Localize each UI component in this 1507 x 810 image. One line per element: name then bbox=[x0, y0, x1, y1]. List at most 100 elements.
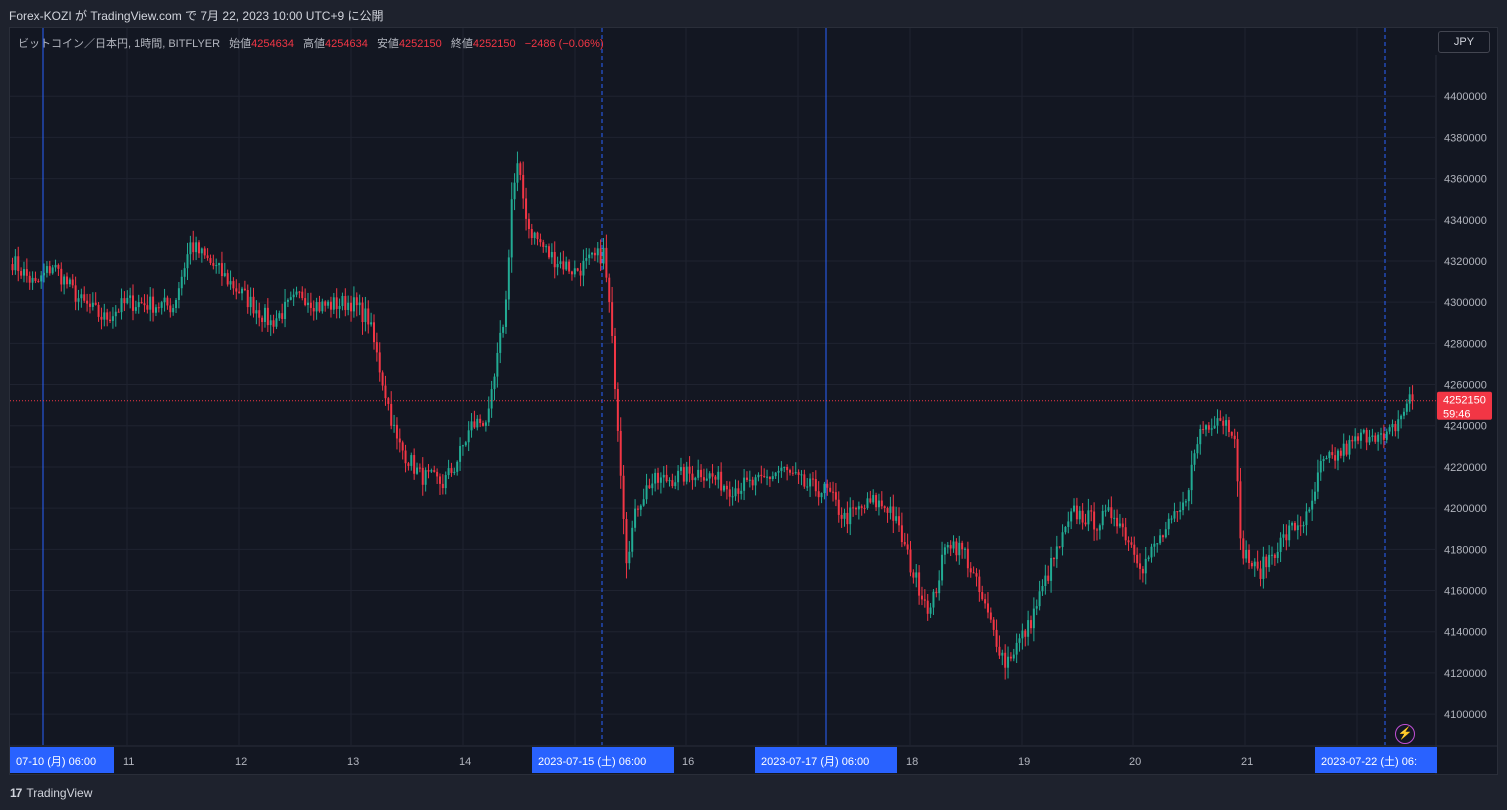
candle-body bbox=[1116, 517, 1119, 527]
candle-body bbox=[361, 302, 364, 323]
candle-body bbox=[332, 297, 335, 310]
candle-body bbox=[1239, 481, 1242, 539]
currency-button[interactable]: JPY bbox=[1438, 31, 1490, 53]
candle-body bbox=[642, 499, 645, 506]
candle-body bbox=[152, 296, 155, 313]
candle-body bbox=[559, 261, 562, 265]
candle-body bbox=[146, 305, 149, 310]
candle-body bbox=[1388, 427, 1391, 432]
candle-body bbox=[31, 277, 34, 283]
candle-body bbox=[527, 218, 530, 230]
candle-body bbox=[324, 301, 327, 306]
candle-body bbox=[341, 295, 344, 306]
candle-body bbox=[11, 264, 14, 271]
candle-body bbox=[51, 267, 54, 274]
candle-body bbox=[1121, 523, 1124, 528]
candle-body bbox=[1095, 529, 1098, 531]
publish-header: Forex-KOZI が TradingView.com で 7月 22, 20… bbox=[0, 0, 1507, 27]
candle-body bbox=[682, 467, 685, 482]
candle-body bbox=[232, 281, 235, 289]
candle-body bbox=[545, 246, 548, 248]
candle-body bbox=[817, 491, 820, 498]
candle-body bbox=[284, 301, 287, 319]
candle-body bbox=[636, 508, 639, 510]
candle-body bbox=[372, 322, 375, 343]
candle-body bbox=[1248, 549, 1251, 563]
candle-body bbox=[1173, 511, 1176, 519]
candle-body bbox=[516, 163, 519, 183]
candle-body bbox=[427, 470, 430, 472]
candle-body bbox=[679, 467, 682, 471]
candle-body bbox=[395, 424, 398, 439]
candle-body bbox=[1328, 452, 1331, 458]
candle-body bbox=[811, 478, 814, 480]
candle-body bbox=[479, 418, 482, 424]
time-tick-label: 12 bbox=[235, 756, 247, 768]
candle-body bbox=[1374, 435, 1377, 442]
candle-body bbox=[100, 316, 103, 320]
tradingview-logo[interactable]: 17 TradingView bbox=[10, 786, 92, 800]
candle-body bbox=[1127, 540, 1130, 543]
candle-body bbox=[1041, 586, 1044, 592]
candle-body bbox=[97, 304, 100, 317]
candle-body bbox=[969, 568, 972, 573]
lightning-icon[interactable]: ⚡ bbox=[1395, 724, 1415, 744]
candle-body bbox=[946, 545, 949, 548]
candle-body bbox=[1213, 425, 1216, 429]
candle-body bbox=[1110, 507, 1113, 519]
candle-body bbox=[272, 320, 275, 327]
candle-body bbox=[1009, 656, 1012, 659]
candle-body bbox=[794, 472, 797, 474]
low-value: 4252150 bbox=[398, 38, 442, 50]
candle-body bbox=[1179, 510, 1182, 512]
candle-body bbox=[728, 489, 731, 497]
candle-body bbox=[550, 251, 553, 258]
candle-body bbox=[450, 468, 453, 473]
candle-body bbox=[697, 469, 700, 478]
last-price-value: 4252150 bbox=[1443, 395, 1486, 407]
candle-body bbox=[1101, 510, 1104, 526]
candle-body bbox=[71, 279, 74, 286]
candle-body bbox=[1345, 443, 1348, 455]
candle-body bbox=[229, 281, 232, 285]
candle-body bbox=[129, 295, 132, 298]
candle-body bbox=[1202, 429, 1205, 431]
candle-body bbox=[1113, 517, 1116, 519]
low-label: 安値 bbox=[376, 38, 399, 50]
axis-corner bbox=[1437, 747, 1497, 773]
candle-body bbox=[160, 302, 163, 308]
candle-body bbox=[43, 272, 46, 276]
candle-body bbox=[209, 258, 212, 263]
candle-body bbox=[1210, 428, 1213, 430]
candle-body bbox=[45, 266, 48, 273]
candle-body bbox=[1377, 434, 1380, 442]
candle-body bbox=[923, 599, 926, 601]
candle-body bbox=[1325, 457, 1328, 460]
candle-body bbox=[441, 483, 444, 489]
candle-body bbox=[1322, 459, 1325, 462]
candle-body bbox=[674, 482, 677, 487]
highlighted-time-label-bg bbox=[1315, 747, 1437, 773]
candle-body bbox=[350, 302, 353, 312]
candle-body bbox=[1067, 521, 1070, 527]
candle-body bbox=[757, 474, 760, 478]
candle-body bbox=[576, 268, 579, 271]
candle-body bbox=[542, 242, 545, 248]
candle-body bbox=[1075, 505, 1078, 520]
highlighted-time-label-bg bbox=[755, 747, 897, 773]
candle-body bbox=[645, 485, 648, 500]
candle-body bbox=[1150, 546, 1153, 558]
price-tick-label: 4320000 bbox=[1444, 256, 1487, 268]
candle-body bbox=[200, 248, 203, 254]
candle-body bbox=[777, 470, 780, 473]
candle-body bbox=[378, 352, 381, 373]
candle-body bbox=[685, 466, 688, 482]
candle-body bbox=[1070, 511, 1073, 522]
candle-body bbox=[20, 271, 23, 276]
candle-body bbox=[1385, 431, 1388, 440]
candle-body bbox=[840, 514, 843, 519]
candle-body bbox=[562, 261, 565, 270]
candle-body bbox=[634, 508, 637, 528]
candle-body bbox=[17, 256, 20, 272]
